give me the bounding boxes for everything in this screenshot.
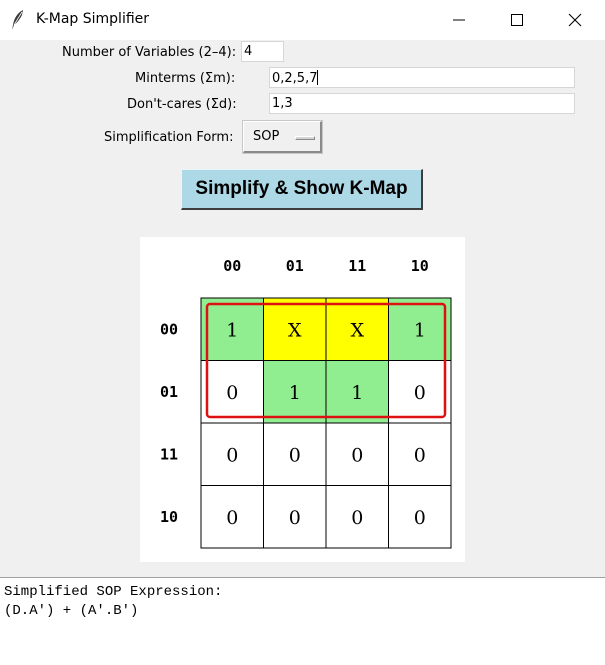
output-line-2: (D.A') + (A'.B') [4, 603, 139, 619]
minterms-input[interactable]: 0,2,5,7 [269, 67, 575, 88]
kmap-cell [325, 360, 389, 424]
simplification-form-select[interactable]: SOP [243, 121, 322, 153]
kmap-cell [325, 297, 389, 361]
kmap-cell-value: 0 [414, 444, 426, 466]
kmap-cell-value: X [288, 319, 302, 341]
window-title: K-Map Simplifier [36, 11, 150, 27]
kmap-cell-value: 0 [289, 444, 301, 466]
kmap-cell-value: 0 [226, 507, 238, 529]
minimize-icon [453, 19, 465, 21]
kmap-cell-value: 0 [414, 382, 426, 404]
kmap-cell-value: 0 [414, 507, 426, 529]
kmap-cell-value: 1 [226, 319, 238, 341]
maximize-button[interactable] [488, 0, 546, 40]
kmap-col-header: 01 [286, 257, 304, 275]
dontcares-value: 1,3 [272, 96, 293, 111]
dontcares-label: Don't-cares (Σd): [127, 97, 237, 112]
kmap-cell [263, 297, 327, 361]
kmap-cell-value: X [350, 319, 364, 341]
kmap-cell-value: 0 [351, 507, 363, 529]
option-menu-indicator-icon [295, 136, 315, 140]
maximize-icon [511, 14, 523, 26]
kmap-canvas: 00 01 11 10 00 01 11 10 1 X X 1 0 1 1 0 0 0 0 0 0 0 0 0 [140, 237, 465, 562]
kmap-col-header: 11 [348, 257, 366, 275]
kmap-row-header: 00 [160, 320, 178, 338]
kmap-cell [388, 360, 452, 424]
num-vars-input[interactable]: 4 [241, 41, 284, 62]
minimize-button[interactable] [430, 0, 488, 40]
title-bar: K-Map Simplifier [0, 0, 605, 40]
kmap-cell-value: 0 [289, 507, 301, 529]
kmap-row-header: 11 [160, 445, 178, 463]
dontcares-input[interactable]: 1,3 [269, 93, 575, 114]
kmap-cell [263, 422, 327, 486]
kmap-cell-value: 1 [351, 382, 363, 404]
kmap-col-header: 10 [411, 257, 429, 275]
kmap-cell [263, 485, 327, 549]
num-vars-label: Number of Variables (2–4): [62, 45, 237, 60]
kmap-row-header: 01 [160, 383, 178, 401]
close-button[interactable] [546, 0, 604, 40]
kmap-cell [200, 297, 264, 361]
kmap-cell [325, 485, 389, 549]
kmap-cell-value: 0 [226, 382, 238, 404]
kmap-row-header: 10 [160, 508, 178, 526]
kmap-cell [200, 422, 264, 486]
kmap-col-header: 00 [223, 257, 241, 275]
simplify-button[interactable]: Simplify & Show K-Map [181, 169, 423, 210]
kmap-cell-value: 1 [289, 382, 301, 404]
output-line-1: Simplified SOP Expression: [4, 584, 223, 600]
num-vars-value: 4 [244, 44, 253, 59]
kmap-cell-value: 0 [226, 444, 238, 466]
simplification-form-value: SOP [253, 129, 280, 144]
kmap-cell [200, 485, 264, 549]
kmap-group-outline [205, 302, 447, 419]
kmap-cell-value: 0 [351, 444, 363, 466]
simplification-form-label: Simplification Form: [104, 130, 234, 145]
minterms-value: 0,2,5,7 [272, 71, 318, 86]
feather-icon [12, 10, 23, 30]
close-icon [568, 13, 582, 27]
minterms-label: Minterms (Σm): [135, 71, 236, 86]
kmap-cell [388, 485, 452, 549]
kmap-cell-value: 1 [414, 319, 426, 341]
text-caret [317, 70, 319, 85]
kmap-cell [388, 422, 452, 486]
output-text-area[interactable]: Simplified SOP Expression: (D.A') + (A'.… [0, 577, 605, 665]
